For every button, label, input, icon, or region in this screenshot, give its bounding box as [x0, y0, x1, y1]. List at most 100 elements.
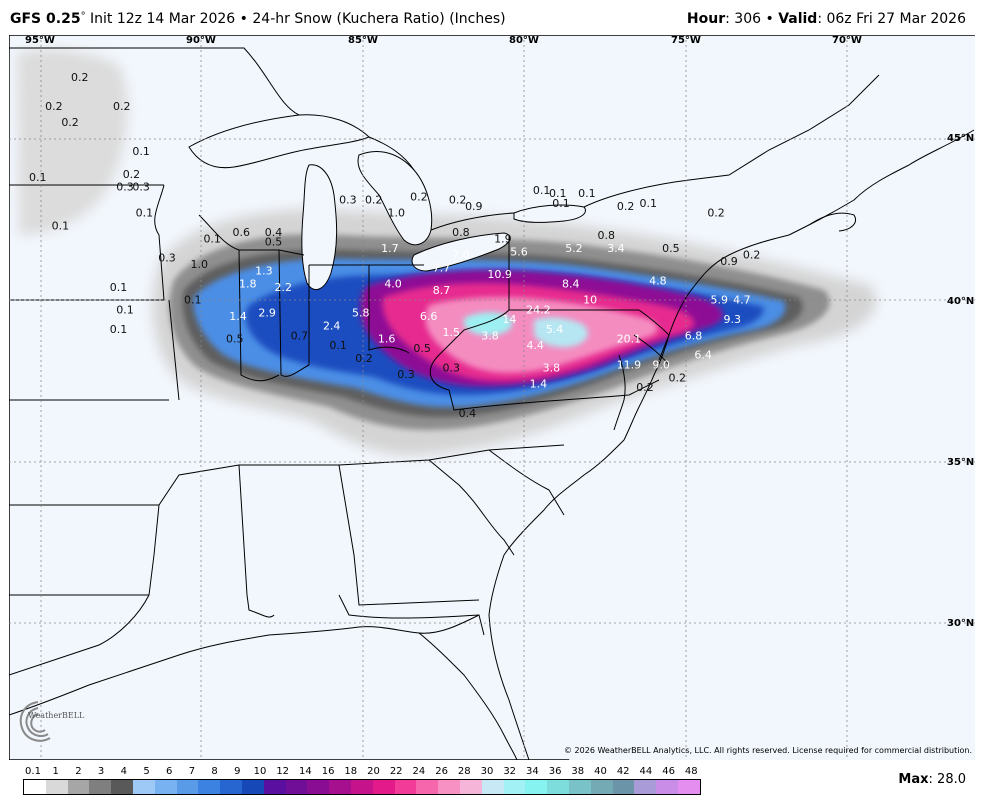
snow-value-label: 7.7	[433, 261, 451, 274]
snow-value-label: 4.8	[649, 274, 667, 287]
lon-label-75w: 75°W	[671, 35, 701, 46]
hour-label: Hour	[686, 11, 726, 27]
lake-michigan	[301, 164, 338, 291]
snow-max-cyan-2	[534, 317, 589, 348]
bullet-separator-2: •	[765, 11, 774, 27]
snow-value-label: 2.2	[275, 281, 293, 294]
snow-value-label: 6.4	[694, 349, 712, 362]
snow-value-label: 0.1	[533, 184, 551, 197]
product-name: 24-hr Snow (Kuchera Ratio) (Inches)	[252, 11, 506, 27]
legend-swatch	[394, 780, 417, 794]
legend-label: 0.1	[25, 766, 41, 777]
legend-swatch	[481, 780, 504, 794]
snow-value-label: 14	[502, 313, 516, 326]
legend-label: 36	[548, 766, 562, 777]
legend-label: 18	[344, 766, 358, 777]
snow-value-label: 3.8	[543, 362, 561, 375]
color-legend: 0.1 1 2 3 4 5 6 7 8 9 10 12 14 16 18 20 22 24 26 28 30 32 34 36…	[23, 766, 703, 796]
lon-label-95w: 95°W	[25, 35, 55, 46]
legend-swatch	[634, 780, 657, 794]
legend-swatch	[176, 780, 199, 794]
coastlines	[9, 129, 975, 760]
legend-label: 28	[457, 766, 471, 777]
snow-value-label: 0.3	[116, 181, 134, 194]
snow-value-label: 1.3	[255, 265, 273, 278]
legend-label: 12	[276, 766, 290, 777]
snow-value-label: 0.3	[397, 368, 415, 381]
logo-text: WeatherBELL	[28, 711, 85, 720]
legend-label: 7	[188, 766, 196, 777]
snow-value-label: 0.6	[233, 226, 251, 239]
snow-value-label: 0.1	[136, 207, 154, 220]
florida-coast	[418, 632, 518, 760]
header-title: GFS 0.25° Init 12z 14 Mar 2026 • 24-hr S…	[10, 11, 506, 27]
legend-swatch	[568, 780, 591, 794]
legend-label: 4	[120, 766, 127, 777]
legend-swatch	[67, 780, 90, 794]
snow-value-label: 10	[583, 294, 597, 307]
snow-value-label: 0.1	[639, 197, 657, 210]
legend-swatch	[307, 780, 330, 794]
legend-label: 16	[321, 766, 335, 777]
snow-value-label: 5.2	[565, 242, 583, 255]
snow-value-label: 0.1	[184, 294, 202, 307]
snow-value-label: 1.8	[239, 278, 257, 291]
model-name: GFS 0.25	[10, 11, 81, 27]
snow-value-label: 3.4	[607, 242, 625, 255]
snow-value-label: 0.1	[52, 219, 70, 232]
snow-value-label: 0.8	[598, 229, 616, 242]
snow-value-label: 0.4	[459, 407, 477, 420]
snow-value-labels: 0.20.2 0.20.20.10.1 0.20.30.30.10.10.1 0.6 0…	[29, 71, 760, 420]
legend-swatch	[241, 780, 264, 794]
lake-ontario	[513, 204, 586, 223]
snow-value-label: 4.0	[384, 278, 402, 291]
legend-swatch	[111, 780, 133, 794]
map-canvas: 95°W 90°W 85°W 80°W 75°W 70°W 45°N 40°N …	[9, 35, 975, 760]
legend-label: 6	[166, 766, 173, 777]
snow-value-label: 8.7	[433, 284, 451, 297]
lat-label-40n: 40°N	[947, 296, 974, 307]
legend-label: 46	[662, 766, 675, 777]
legend-swatch	[198, 780, 221, 794]
valid-label: Valid	[778, 11, 818, 27]
snow-value-label: 0.1	[110, 281, 128, 294]
snow-value-label: 9.3	[723, 313, 741, 326]
init-time: Init 12z 14 Mar 2026	[90, 11, 236, 27]
max-number: : 28.0	[928, 772, 966, 787]
copyright-notice: © 2026 WeatherBELL Analytics, LLC. All r…	[564, 746, 972, 755]
snow-value-label: 0.4	[265, 226, 283, 239]
snow-value-label: 0.1	[329, 339, 347, 352]
snow-value-label: 9.0	[652, 358, 670, 371]
snow-value-label: 6.6	[420, 310, 438, 323]
bullet-separator: •	[239, 11, 248, 27]
longitude-labels: 95°W 90°W 85°W 80°W 75°W 70°W	[25, 35, 862, 46]
legend-swatch	[525, 780, 548, 794]
legend-label: 26	[435, 766, 448, 777]
legend-swatch	[459, 780, 482, 794]
legend-swatch	[154, 780, 177, 794]
legend-label: 32	[503, 766, 517, 777]
lake-superior	[188, 114, 370, 169]
legend-swatch	[220, 780, 242, 794]
legend-label: 34	[526, 766, 539, 777]
lon-label-80w: 80°W	[509, 35, 539, 46]
snow-value-label: 20.1	[617, 332, 642, 345]
legend-label: 40	[594, 766, 607, 777]
legend-swatch	[612, 780, 635, 794]
legend-label: 22	[389, 766, 403, 777]
cape-cod	[808, 212, 856, 232]
snow-value-label: 0.3	[339, 194, 357, 207]
legend-swatch	[438, 780, 460, 794]
header-valid: Hour: 306 • Valid: 06z Fri 27 Mar 2026	[687, 11, 966, 27]
legend-swatch	[503, 780, 526, 794]
snow-value-label: 0.3	[132, 181, 150, 194]
degree-mark: °	[80, 11, 86, 22]
snow-value-label: 6.8	[685, 329, 703, 342]
gulf-coast	[9, 614, 480, 716]
legend-swatch	[590, 780, 613, 794]
state-lines	[9, 184, 670, 676]
legend-label: 38	[571, 766, 585, 777]
lat-label-45n: 45°N	[947, 133, 974, 144]
snow-value-label: 0.2	[636, 381, 654, 394]
snow-max-cyan	[464, 312, 513, 336]
